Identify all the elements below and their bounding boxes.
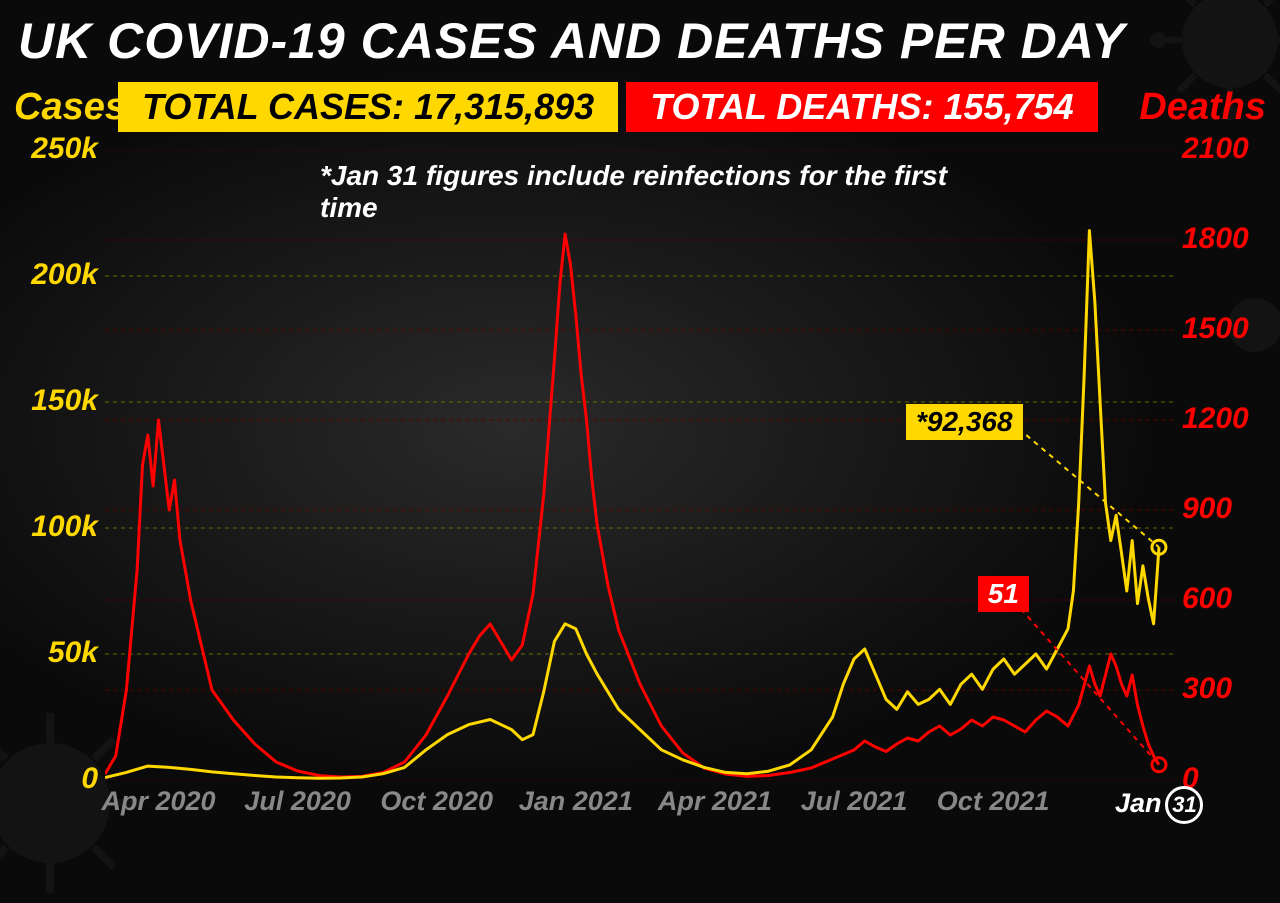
- ytick-left: 0: [81, 762, 98, 796]
- end-date-marker: Jan31: [1115, 786, 1204, 824]
- chart-svg: [105, 150, 1175, 780]
- ytick-right: 600: [1182, 582, 1232, 616]
- ytick-left: 200k: [31, 258, 98, 292]
- xtick: Oct 2020: [380, 786, 493, 817]
- summary-badges: TOTAL CASES: 17,315,893 TOTAL DEATHS: 15…: [118, 82, 1098, 132]
- total-cases-badge: TOTAL CASES: 17,315,893: [118, 82, 618, 132]
- cases-callout: *92,368: [906, 404, 1023, 440]
- ytick-right: 900: [1182, 492, 1232, 526]
- left-axis-label: Cases: [14, 86, 126, 129]
- ytick-right: 2100: [1182, 132, 1249, 166]
- ytick-left: 100k: [31, 510, 98, 544]
- total-deaths-badge: TOTAL DEATHS: 155,754: [626, 82, 1097, 132]
- ytick-right: 1500: [1182, 312, 1249, 346]
- xtick: Oct 2021: [937, 786, 1050, 817]
- xtick: Jul 2020: [244, 786, 351, 817]
- chart-plot-area: [105, 150, 1175, 780]
- xtick: Apr 2020: [101, 786, 215, 817]
- chart-container: UK COVID-19 CASES AND DEATHS PER DAY Cas…: [0, 0, 1280, 853]
- ytick-left: 150k: [31, 384, 98, 418]
- ytick-left: 250k: [31, 132, 98, 166]
- deaths-callout: 51: [978, 576, 1029, 612]
- xtick: Apr 2021: [658, 786, 772, 817]
- ytick-right: 1800: [1182, 222, 1249, 256]
- xtick: Jul 2021: [801, 786, 908, 817]
- xtick: Jan 2021: [519, 786, 633, 817]
- ytick-right: 1200: [1182, 402, 1249, 436]
- chart-title: UK COVID-19 CASES AND DEATHS PER DAY: [18, 12, 1125, 70]
- ytick-right: 300: [1182, 672, 1232, 706]
- ytick-left: 50k: [48, 636, 98, 670]
- right-axis-label: Deaths: [1139, 86, 1266, 129]
